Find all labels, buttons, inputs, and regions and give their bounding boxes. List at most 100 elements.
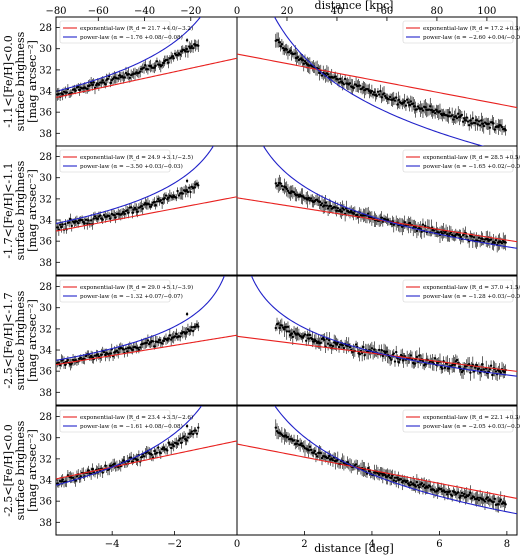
data-point <box>503 370 506 374</box>
data-point <box>385 350 388 353</box>
y-tick-label: 30 <box>39 173 52 184</box>
panel-plot-area <box>56 146 517 253</box>
data-point <box>421 223 425 226</box>
data-point <box>362 86 365 89</box>
data-point <box>460 113 464 117</box>
data-point <box>168 443 172 446</box>
data-point <box>93 215 97 218</box>
data-point <box>56 226 59 229</box>
data-point <box>67 221 71 224</box>
data-point <box>70 362 73 365</box>
data-point <box>373 91 376 94</box>
data-point <box>194 429 197 432</box>
data-point <box>424 106 427 109</box>
data-point <box>494 370 498 373</box>
frame-layer <box>55 16 518 536</box>
data-point <box>141 207 144 210</box>
data-point <box>136 210 139 214</box>
data-point <box>284 434 287 437</box>
data-point <box>78 88 81 92</box>
data-point <box>377 348 381 352</box>
data-point <box>380 472 383 475</box>
data-point <box>475 119 478 122</box>
data-point <box>315 455 319 458</box>
data-point <box>415 108 419 111</box>
data-point <box>393 99 397 102</box>
power-law-curve-left <box>56 276 225 361</box>
data-point <box>86 222 89 225</box>
panel-plot-area <box>56 406 517 515</box>
data-point <box>294 52 297 55</box>
data-point <box>129 456 133 459</box>
power-law-curve-right <box>273 17 485 146</box>
data-point <box>455 358 459 362</box>
data-point <box>292 191 296 194</box>
data-point <box>427 108 431 111</box>
data-point <box>482 124 485 128</box>
data-point <box>149 64 152 68</box>
data-point <box>350 209 353 213</box>
data-point <box>104 82 107 86</box>
data-point <box>457 112 460 115</box>
data-point <box>167 337 170 340</box>
data-point <box>153 66 156 69</box>
data-point <box>140 204 143 208</box>
data-point <box>420 107 423 110</box>
data-point <box>312 340 315 343</box>
data-point <box>309 197 313 200</box>
data-point <box>314 339 318 343</box>
data-point <box>160 63 164 67</box>
data-point <box>418 354 421 357</box>
data-point <box>493 128 496 131</box>
y-tick-label: 34 <box>39 87 52 98</box>
y-tick-label: 32 <box>39 194 52 205</box>
data-point <box>65 91 68 94</box>
data-point <box>492 122 495 125</box>
data-point <box>435 108 438 112</box>
x-tick-label-top: 80 <box>431 6 444 17</box>
data-point <box>66 358 70 362</box>
data-point <box>408 103 411 107</box>
row-label-line: [mag arcsec⁻²] <box>26 299 39 382</box>
data-point <box>450 114 454 117</box>
data-point <box>100 353 103 357</box>
data-point <box>197 325 200 328</box>
data-point <box>492 500 495 504</box>
data-point <box>303 333 307 336</box>
data-point <box>104 464 107 467</box>
data-point <box>309 448 313 452</box>
data-point <box>450 494 454 497</box>
panel-frame <box>55 405 518 536</box>
data-point <box>138 70 142 73</box>
data-point <box>75 475 79 478</box>
data-point <box>320 202 324 205</box>
data-point <box>438 110 442 113</box>
data-point <box>150 203 153 207</box>
data-point <box>194 325 197 328</box>
data-point <box>314 453 318 456</box>
data-point <box>458 496 461 499</box>
data-point <box>155 60 159 63</box>
y-tick-label: 30 <box>39 303 52 314</box>
data-point <box>392 97 395 100</box>
data-point <box>413 362 416 365</box>
data-point <box>278 41 281 44</box>
data-point <box>308 199 312 202</box>
data-point <box>274 326 277 330</box>
x-tick-label-top: 60 <box>381 6 394 17</box>
data-point <box>461 120 465 123</box>
legend-power-label: power-law (α = −3.50 +0.03/−0.03) <box>80 163 183 170</box>
x-tick-label-top: 0 <box>234 6 240 17</box>
data-point <box>392 352 395 355</box>
data-point <box>277 322 280 325</box>
y-tick-label: 36 <box>39 367 52 378</box>
data-point <box>83 222 86 225</box>
data-point <box>300 442 303 445</box>
x-tick-label-top: −60 <box>88 6 109 17</box>
data-point <box>89 219 93 222</box>
data-point <box>433 111 437 115</box>
data-point <box>166 198 169 201</box>
legend-power-label: power-law (α = −1.61 +0.08/−0.08) <box>80 423 183 430</box>
panel-frame <box>55 275 518 406</box>
